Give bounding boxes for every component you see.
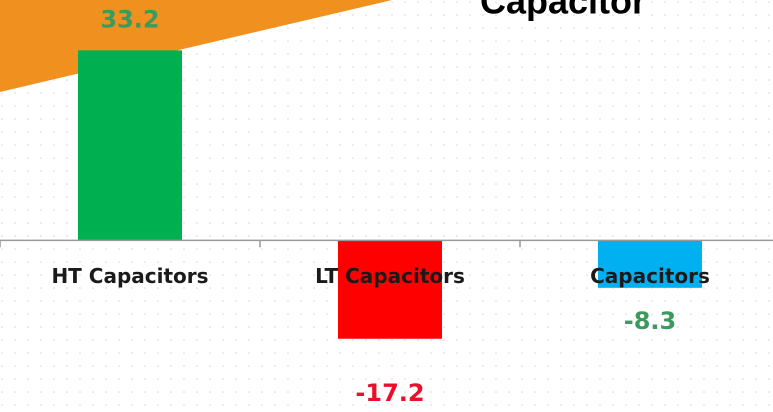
x-tick-label: LT Capacitors [315,264,465,288]
decoration-shape [0,0,392,92]
bar [338,240,442,339]
data-label: 33.2 [100,5,159,33]
x-tick-label: Capacitors [590,264,710,288]
plot: HT Capacitors 33.2 LT Capacitors -17.2 Capac… [0,5,773,407]
data-label: -8.3 [624,307,676,335]
x-tick-label: HT Capacitors [51,264,208,288]
bar [78,50,182,241]
bar [598,240,702,288]
data-label: -17.2 [355,379,424,407]
chart-title: Capacitor [480,0,646,22]
